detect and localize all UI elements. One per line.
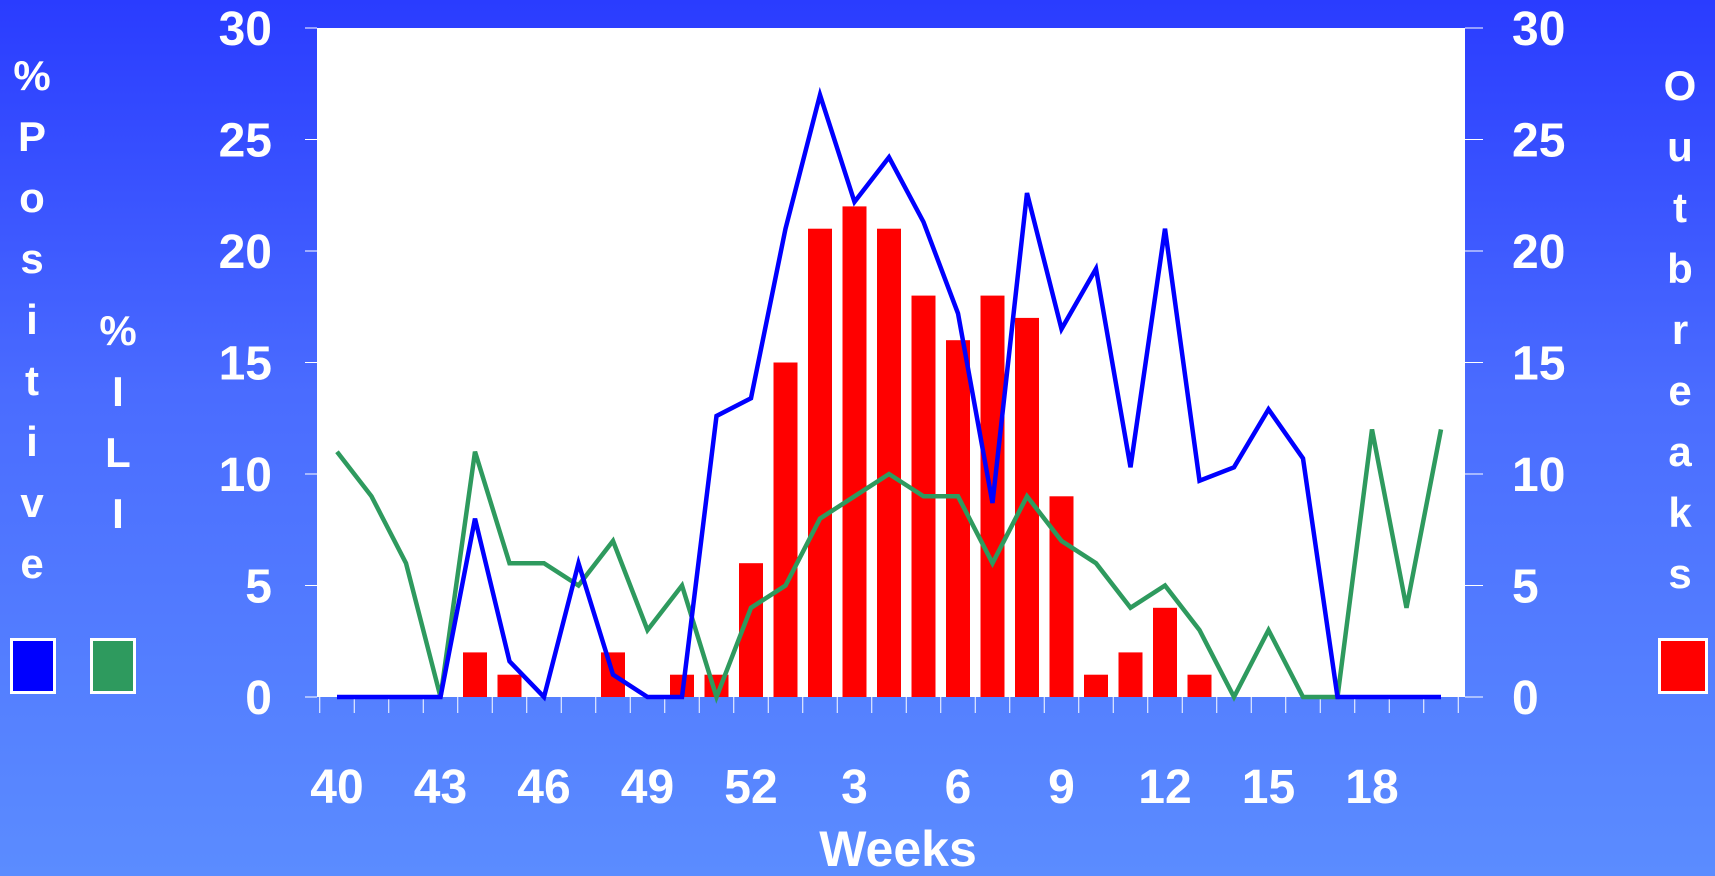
left-axis-tick-label: 5 xyxy=(245,561,272,614)
legend-swatch-ili xyxy=(90,638,136,694)
outbreaks-bar xyxy=(842,206,867,697)
left-axis-tick-label: 20 xyxy=(219,226,272,279)
x-axis-title: Weeks xyxy=(819,821,977,876)
right-axis-tick-label: 5 xyxy=(1512,561,1539,614)
series-lines xyxy=(335,86,1444,704)
outbreaks-bar xyxy=(946,340,970,697)
right-axis-tick-label: 15 xyxy=(1512,338,1565,391)
x-axis-tick-label: 3 xyxy=(841,761,868,814)
right-axis-tick-label: 30 xyxy=(1512,3,1565,56)
x-axis-tick-label: 6 xyxy=(945,761,972,814)
left-axis-tick-label: 30 xyxy=(219,3,272,56)
right-axis: 0 5 10 15 20 25 30 xyxy=(1465,3,1565,725)
x-axis-tick-label: 15 xyxy=(1242,761,1295,814)
outbreaks-bar xyxy=(1084,674,1108,697)
outbreaks-bar xyxy=(463,652,487,697)
x-axis-tick-label: 43 xyxy=(414,761,467,814)
x-axis-tick-label: 9 xyxy=(1048,761,1075,814)
x-axis-tick-label: 52 xyxy=(724,761,777,814)
right-axis-tick-label: 10 xyxy=(1512,449,1565,502)
right-axis-tick-label: 0 xyxy=(1512,672,1539,725)
outbreaks-bar xyxy=(1187,674,1212,697)
x-axis-tick-label: 18 xyxy=(1345,761,1398,814)
x-axis-tick-label: 46 xyxy=(517,761,570,814)
x-axis-tick-label: 12 xyxy=(1138,761,1191,814)
left-axis-tick-label: 10 xyxy=(219,449,272,502)
outbreaks-bar xyxy=(773,362,798,697)
outbreaks-bar xyxy=(1153,607,1177,697)
right-axis-tick-label: 20 xyxy=(1512,226,1565,279)
left-axis-label-ili: % I L I xyxy=(99,307,137,537)
left-axis-label-positive: % P o s i t i v e xyxy=(13,52,51,587)
legend-swatch-outbreaks xyxy=(1658,638,1708,694)
left-axis-tick-label: 0 xyxy=(245,672,272,725)
positive-line xyxy=(337,86,1441,702)
left-axis-tick-label: 15 xyxy=(219,338,272,391)
outbreaks-bar xyxy=(808,228,832,697)
right-axis-tick-label: 25 xyxy=(1512,115,1565,168)
ili-line xyxy=(335,428,1444,704)
right-axis-label-outbreaks: O u t b r e a k s xyxy=(1663,62,1697,597)
outbreaks-bar xyxy=(497,674,522,697)
left-axis: 0 5 10 15 20 25 30 xyxy=(219,3,317,725)
outbreaks-bar xyxy=(1118,652,1143,697)
outbreaks-bar xyxy=(877,228,901,697)
outbreaks-bars xyxy=(463,206,1212,697)
legend-swatch-positive xyxy=(10,638,56,694)
left-axis-tick-label: 25 xyxy=(219,115,272,168)
x-axis: 40 43 46 49 52 3 6 9 12 15 18 xyxy=(310,697,1459,814)
x-axis-tick-label: 40 xyxy=(310,761,363,814)
x-axis-tick-label: 49 xyxy=(621,761,674,814)
